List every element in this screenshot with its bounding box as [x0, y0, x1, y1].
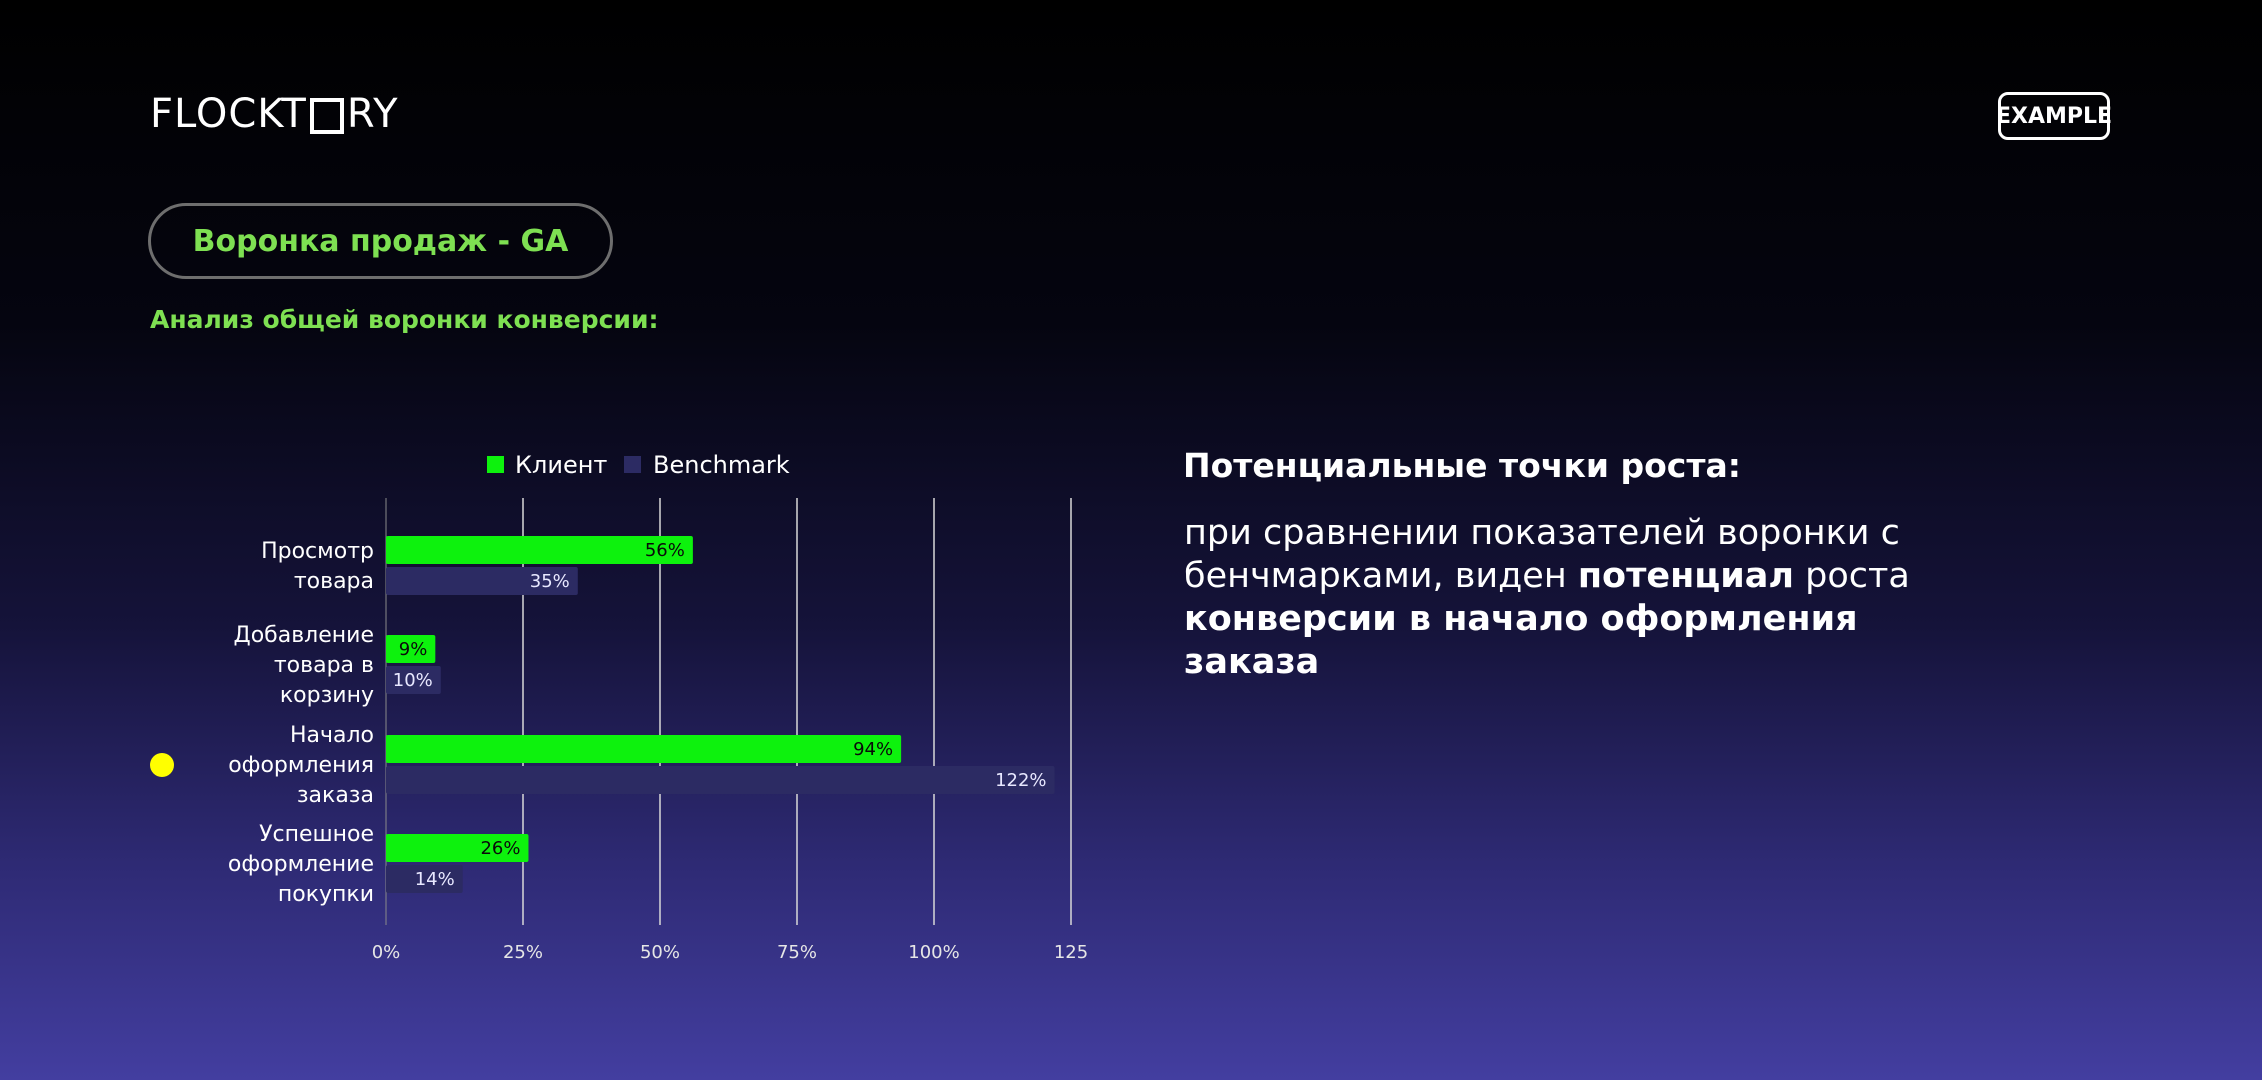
category-label: товара в: [274, 653, 374, 678]
category-label: оформление: [228, 852, 374, 877]
category-label: корзину: [280, 683, 374, 708]
funnel-bar-chart: 0% 25% 50% 75% 100% 125 56% 35% Просмотр товара 9%…: [228, 451, 1088, 963]
bar-client: [386, 536, 693, 564]
category-label: Начало: [290, 723, 374, 748]
bar-client: [386, 834, 529, 862]
bar-benchmark: [386, 666, 441, 694]
data-label-client: 56%: [645, 540, 685, 561]
data-label-client: 26%: [480, 838, 520, 859]
flocktory-logo: FLOCKT RY: [150, 91, 399, 137]
legend-label-benchmark: Benchmark: [653, 451, 790, 479]
bar-client: [386, 635, 436, 663]
growth-text-bold: потенциал: [1577, 556, 1795, 596]
x-tick-label: 100%: [908, 942, 959, 963]
category-label: Добавление: [234, 623, 374, 648]
data-label-benchmark: 35%: [530, 571, 570, 592]
category-label: оформления: [228, 753, 374, 778]
growth-text-bold: конверсии в начало оформления заказа: [1184, 599, 1858, 682]
bar-benchmark: [386, 567, 578, 595]
legend-swatch-client: [487, 456, 504, 473]
category-label: Успешное: [259, 822, 374, 847]
data-label-benchmark: 122%: [995, 770, 1046, 791]
category-label: заказа: [297, 783, 374, 808]
highlight-marker-icon: [150, 753, 174, 777]
section-subtitle: Анализ общей воронки конверсии:: [150, 305, 659, 334]
data-label-benchmark: 10%: [393, 670, 433, 691]
growth-points-title: Потенциальные точки роста:: [1183, 446, 1741, 485]
category-label: товара: [294, 569, 374, 594]
logo-text-right: RY: [346, 91, 399, 137]
category-label: покупки: [278, 882, 374, 907]
category-label: Просмотр: [261, 539, 374, 564]
example-badge: EXAMPLE: [1996, 92, 2112, 140]
x-tick-label: 25%: [503, 942, 543, 963]
legend-label-client: Клиент: [515, 451, 607, 479]
logo-box-icon: [309, 98, 344, 134]
legend-swatch-benchmark: [624, 456, 641, 473]
data-label-benchmark: 14%: [415, 869, 455, 890]
page-title-pill: Воронка продаж - GA: [148, 203, 613, 279]
bar-client: [386, 735, 902, 763]
logo-text-left: FLOCKT: [150, 91, 307, 137]
bar-benchmark: [386, 865, 463, 893]
growth-points-text: при сравнении показателей воронки с бенч…: [1184, 512, 1944, 684]
growth-text-part: при сравнении показателей воронки с бенч…: [1184, 513, 1900, 596]
x-tick-label: 50%: [640, 942, 680, 963]
data-label-client: 9%: [399, 639, 428, 660]
x-tick-label: 125: [1054, 942, 1088, 963]
growth-text-part: роста: [1794, 556, 1910, 596]
data-label-client: 94%: [853, 739, 893, 760]
bar-benchmark: [386, 766, 1055, 794]
x-tick-label: 0%: [372, 942, 401, 963]
x-tick-label: 75%: [777, 942, 817, 963]
